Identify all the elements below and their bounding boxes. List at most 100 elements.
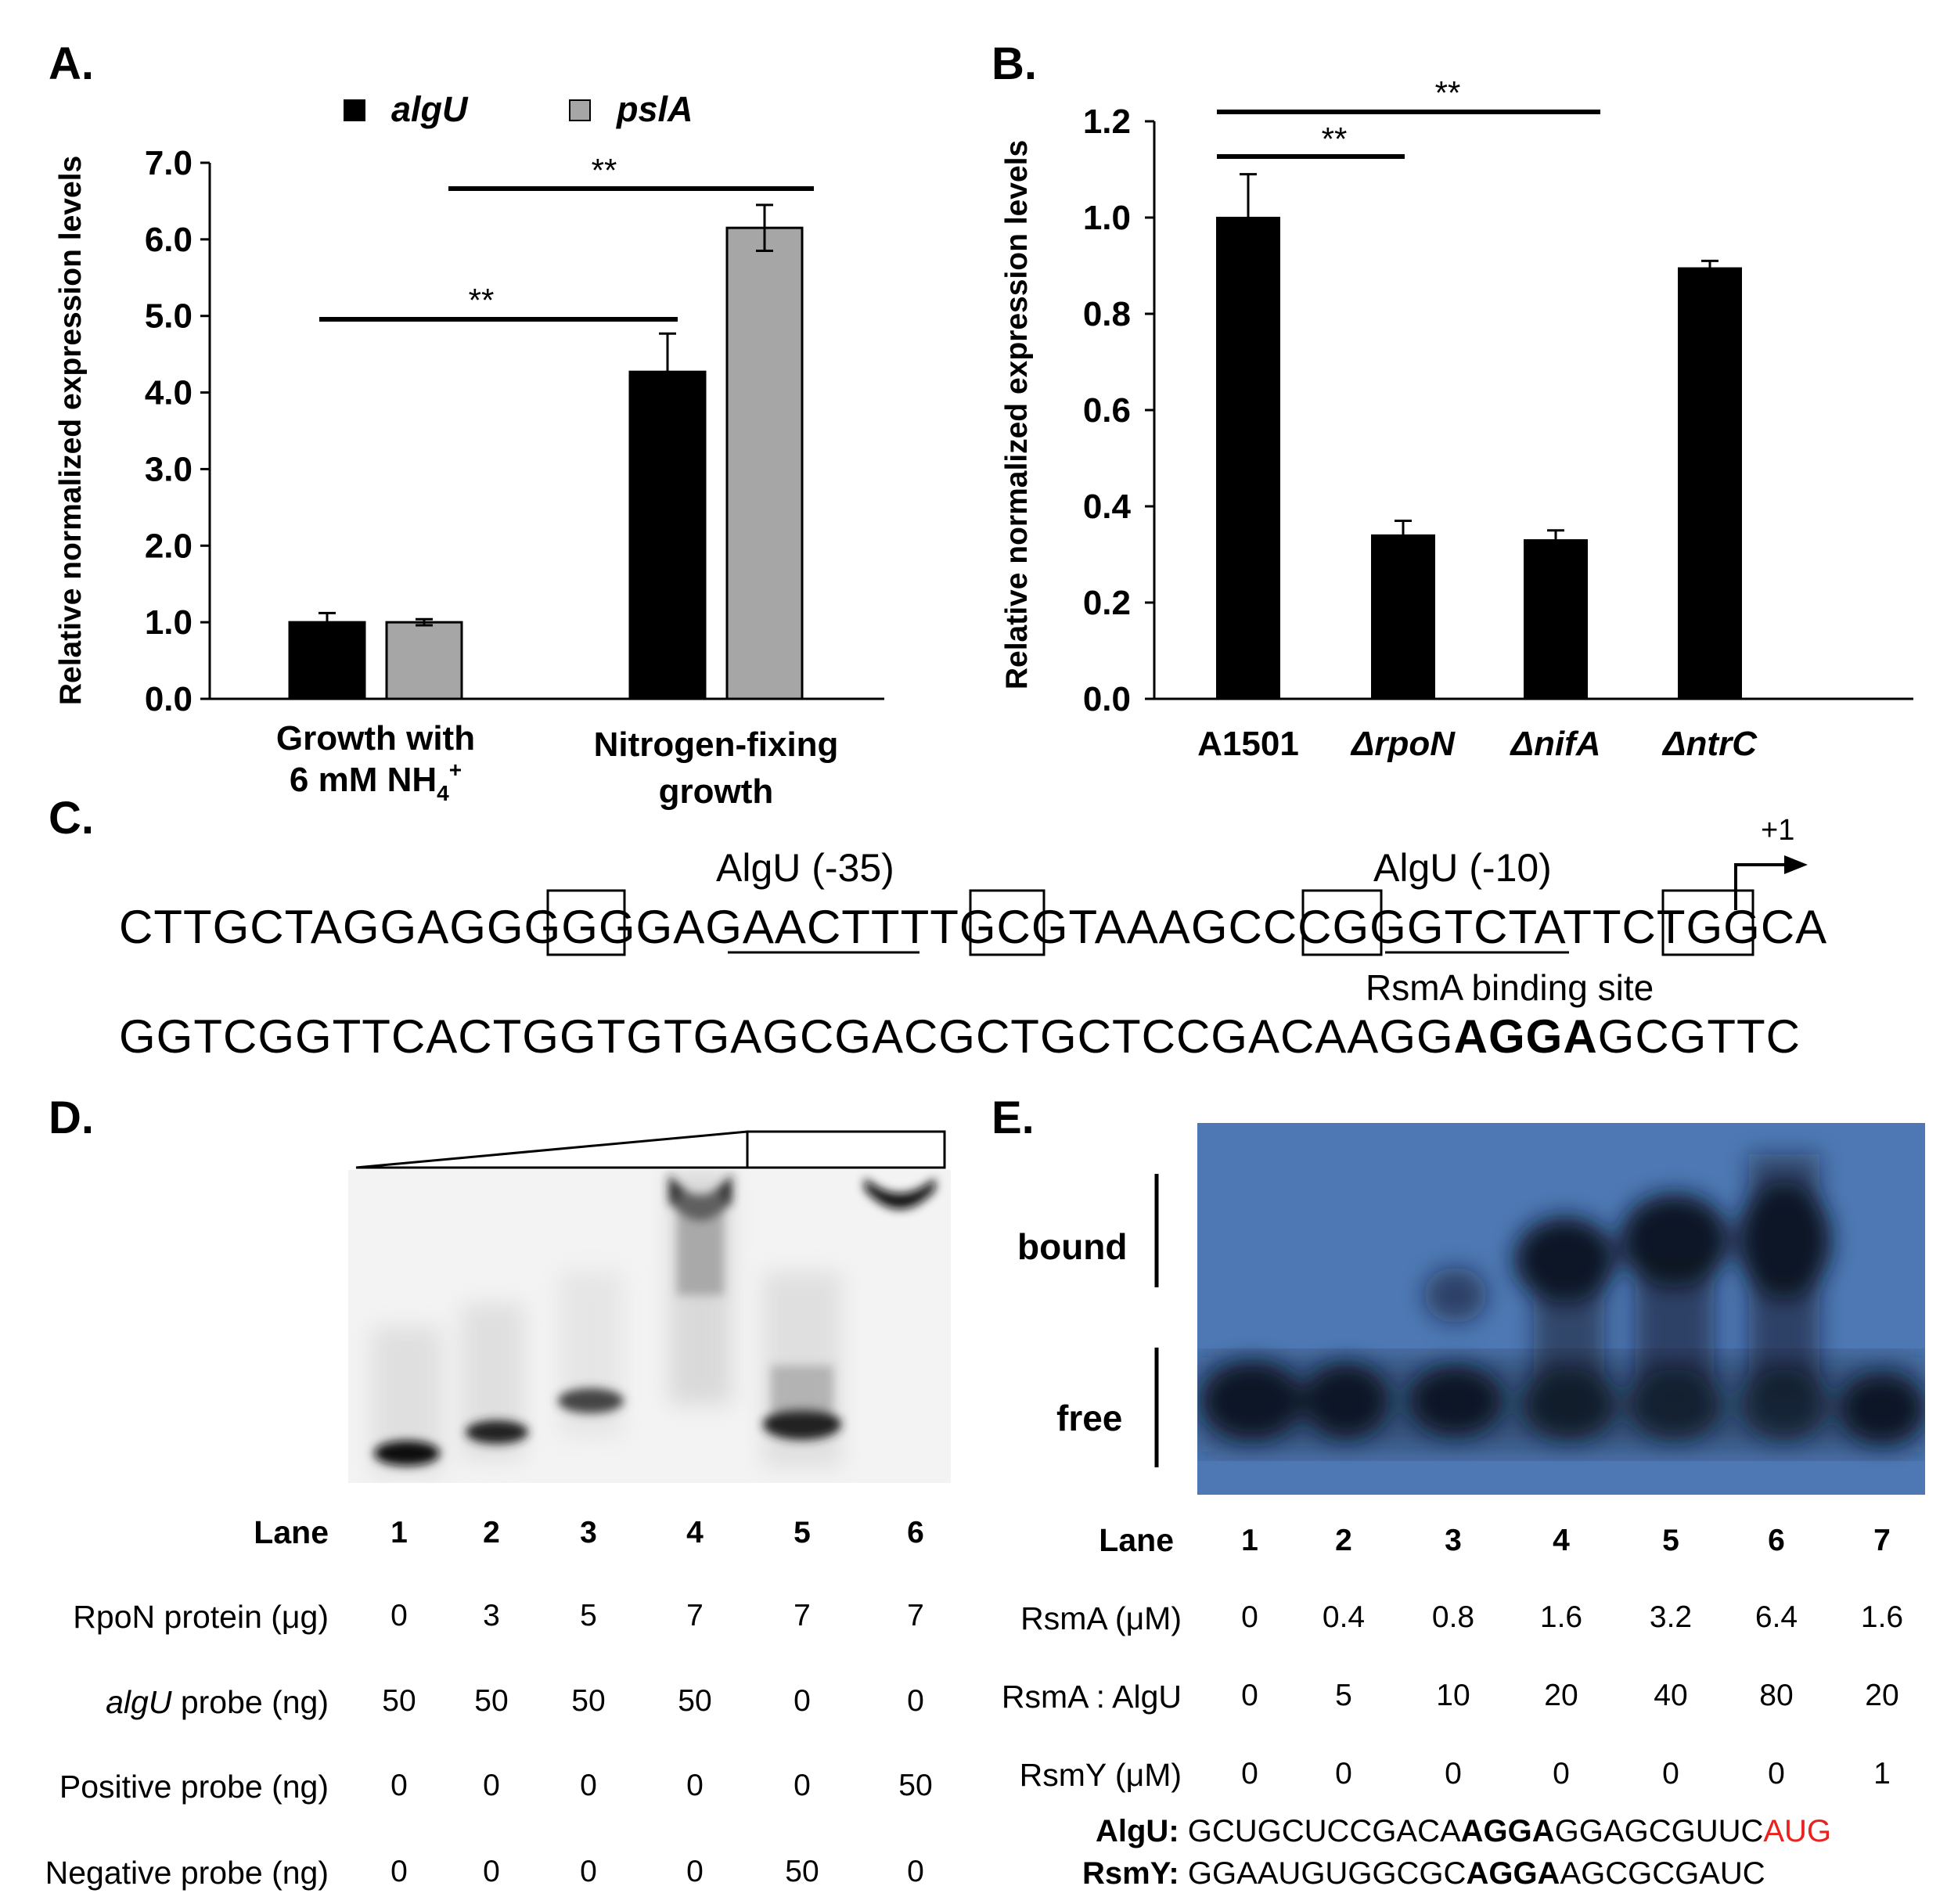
a-sig-label-1: **	[469, 282, 495, 319]
a-ytick-label: 0.0	[145, 680, 193, 718]
e-table-cell: 0	[1241, 1679, 1258, 1712]
e-table-cell: 0	[1335, 1757, 1352, 1791]
a-sig-label-2: **	[592, 152, 617, 189]
d-table-cell: 7	[907, 1599, 924, 1632]
a-bar-algU-2	[628, 370, 707, 700]
algu-italic: algU	[106, 1684, 172, 1720]
d-table-cell: 50	[678, 1684, 712, 1718]
d-table-cell: 3	[483, 1599, 500, 1632]
d-table-cell: 0	[390, 1855, 408, 1888]
algu-seq-bold: AGGA	[1460, 1814, 1555, 1848]
sequence-line-2-bold: AGGA	[1453, 1010, 1598, 1063]
e-lane-number: 4	[1553, 1524, 1570, 1557]
e-lane-3-free	[1409, 1366, 1503, 1436]
d-table-cell: 0	[686, 1855, 704, 1888]
sequence-line-2-pre: GGTCGGTTCACTGGTGTGAGCGACGCTGCTCCGACAAGG	[119, 1010, 1454, 1063]
e-table-cell: 0	[1241, 1600, 1258, 1634]
e-table-cell: 20	[1544, 1679, 1578, 1712]
a-bar-pslA-2	[725, 226, 804, 700]
a-category-label-1: Growth with 6 mM NH4+	[276, 719, 475, 805]
d-row-positive-label: Positive probe (ng)	[59, 1769, 329, 1805]
e-lane-number: 2	[1335, 1524, 1352, 1557]
e-table-cell: 10	[1436, 1679, 1470, 1712]
d-lane-header: Lane	[254, 1514, 329, 1550]
panel-c-label: C.	[49, 793, 94, 844]
e-row-ratio-label: RsmA : AlgU	[1001, 1679, 1182, 1715]
a-legend-swatch-pslA	[569, 99, 591, 121]
b-category-label-2: ΔrpoN	[1350, 725, 1456, 763]
a-legend-swatch-algU	[344, 99, 365, 121]
e-table-cell: 1.6	[1860, 1600, 1904, 1634]
d-row-negative-label: Negative probe (ng)	[45, 1855, 329, 1891]
d-lane-number: 1	[390, 1516, 408, 1549]
lane-3-band	[558, 1388, 624, 1413]
lane-1-band	[374, 1441, 440, 1466]
a-ytick-label: 7.0	[145, 144, 193, 182]
d-table-cell: 0	[580, 1769, 597, 1802]
rsmy-sequence: RsmY: GGAAUGUGGCGCAGGAAGCGCGAUC	[1082, 1856, 1765, 1891]
a-ytick-label: 3.0	[145, 450, 193, 488]
gg-box-2	[1301, 889, 1383, 956]
d-table-cell: 50	[898, 1769, 933, 1802]
b-bar-2	[1371, 534, 1435, 700]
a-legend-label-pslA: pslA	[616, 89, 693, 129]
a-ytick-label: 2.0	[145, 527, 193, 565]
d-table-cell: 50	[474, 1684, 509, 1718]
e-table-cell: 1.6	[1539, 1600, 1583, 1634]
b-bar-3	[1524, 539, 1588, 700]
e-table-cell: 20	[1865, 1679, 1899, 1712]
chart-b: 0.0 0.2 0.4 0.6 0.8 1.0 1.2 Relative normalized…	[1000, 74, 1913, 763]
d-table-cell: 0	[907, 1684, 924, 1718]
e-table-cell: 0.4	[1322, 1600, 1366, 1634]
b-category-label-3: ΔnifA	[1509, 725, 1600, 763]
b-bar-4	[1678, 267, 1742, 700]
chart-a: 0.0 1.0 2.0 3.0 4.0 5.0 6.0 7.0 Relative normali…	[54, 89, 884, 811]
algu-35-label: AlgU (-35)	[716, 846, 894, 890]
d-table-cell: 5	[580, 1599, 597, 1632]
d-table-cell: 0	[907, 1855, 924, 1888]
b-ytick-label: 0.6	[1083, 391, 1131, 430]
lane-6-band	[865, 1178, 935, 1209]
d-lane-number: 4	[686, 1516, 704, 1549]
rsmy-seq-label: RsmY:	[1082, 1856, 1179, 1891]
b-bar-1	[1216, 217, 1280, 700]
algu-10-label: AlgU (-10)	[1373, 846, 1552, 890]
e-lane-5-free	[1628, 1370, 1722, 1440]
tss-arrow-icon	[1734, 855, 1808, 910]
sequence-line-2: GGTCGGTTCACTGGTGTGAGCGACGCTGCTCCGACAAGGA…	[119, 1010, 1801, 1064]
algu-seq-mid: GGAGCGUUC	[1554, 1814, 1764, 1848]
bound-bracket	[1154, 1174, 1159, 1467]
e-lane-header: Lane	[1099, 1522, 1174, 1558]
e-table-cell: 0.8	[1431, 1600, 1475, 1634]
d-lane-number: 3	[580, 1516, 597, 1549]
a-ytick-label: 4.0	[145, 374, 193, 412]
e-table-cell: 0	[1768, 1757, 1785, 1791]
b-sig-label-2: **	[1435, 74, 1461, 111]
e-lane-number: 7	[1873, 1524, 1891, 1557]
lane-5-band	[763, 1409, 841, 1440]
free-label: free	[1056, 1398, 1123, 1438]
e-row-rsmy-label: RsmY (μM)	[1019, 1757, 1182, 1793]
gc-box-1	[969, 889, 1045, 956]
emsa-gel-e	[1197, 1123, 1925, 1495]
panel-b-label: B.	[991, 38, 1037, 89]
e-lane-number: 6	[1768, 1524, 1785, 1557]
d-table-cell: 0	[686, 1769, 704, 1802]
emsa-gel-d	[348, 1170, 951, 1483]
d-lane-number: 2	[483, 1516, 500, 1549]
d-table-cell: 50	[571, 1684, 606, 1718]
b-ytick-label: 0.4	[1083, 488, 1132, 526]
e-table-cell: 0	[1241, 1757, 1258, 1791]
sequence-annotations	[546, 889, 1754, 956]
b-category-label-1: A1501	[1197, 725, 1299, 763]
e-table-cell: 0	[1662, 1757, 1679, 1791]
d-row-rpon-label: RpoN protein (μg)	[73, 1599, 329, 1635]
d-table-cell: 0	[794, 1769, 811, 1802]
a-ytick-label: 6.0	[145, 221, 193, 259]
bound-label: bound	[1017, 1226, 1128, 1267]
b-sig-label-1: **	[1322, 121, 1348, 157]
a-ylabel: Relative normalized expression levels	[54, 156, 88, 705]
rsmy-seq-bold: AGGA	[1466, 1856, 1560, 1891]
e-table-cell: 1	[1873, 1757, 1891, 1791]
e-lane-number: 1	[1241, 1524, 1258, 1557]
